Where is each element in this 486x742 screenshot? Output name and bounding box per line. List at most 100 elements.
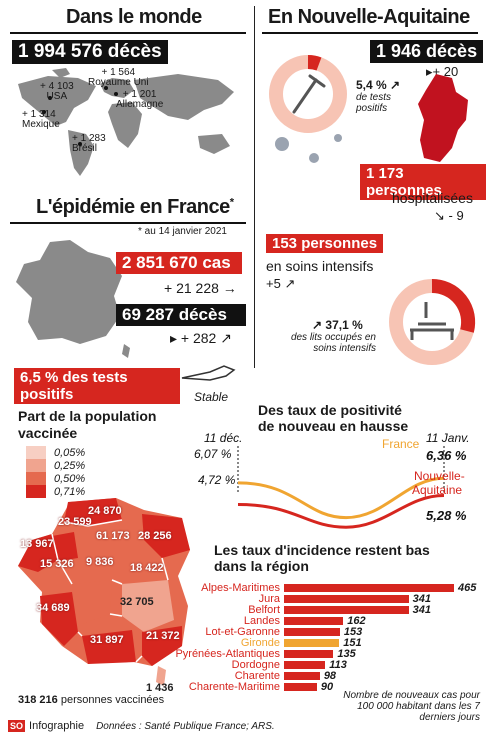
- logo: SO: [8, 720, 26, 732]
- region-value: 28 256: [138, 530, 172, 542]
- france-cases-change: + 21 228 →: [164, 280, 237, 296]
- region-value: 32 705: [120, 596, 154, 608]
- na-icu-change: +5 ↗: [266, 276, 296, 291]
- region-value: 31 897: [90, 634, 124, 646]
- incidence-note: Nombre de nouveaux cas pour 100 000 habi…: [343, 690, 480, 723]
- bar: [284, 595, 409, 603]
- world-label-uk: + 1 564 Royaume Uni: [88, 67, 149, 88]
- bar: [284, 606, 409, 614]
- positivity-chart-title: Des taux de positivité de nouveau en hau…: [258, 402, 409, 434]
- world-label-brazil: + 1 283 Brésil: [72, 133, 106, 154]
- legend-item: 0,50%: [26, 472, 85, 485]
- world-label-germany: + 1 201 Allemagne: [116, 89, 164, 110]
- vaccination-total: 318 216 personnes vaccinées: [18, 694, 165, 706]
- footer-brand: Infographie: [29, 720, 85, 732]
- na-beds-rate: ↗ 37,1 %: [312, 318, 363, 332]
- tube-donut-icon: [269, 55, 347, 133]
- bar: [284, 584, 454, 592]
- bar-label: Gironde: [240, 637, 280, 649]
- divider: [10, 222, 246, 224]
- region-value: 18 422: [130, 562, 164, 574]
- bar-label: Alpes-Maritimes: [201, 582, 280, 594]
- bar-value: 135: [337, 648, 356, 660]
- france-map: [16, 240, 130, 358]
- na-hospitalised: 1 173 personnes: [360, 164, 486, 200]
- divider: [262, 32, 478, 34]
- world-map: [18, 68, 234, 176]
- bar-value: 151: [343, 637, 362, 649]
- end-value-na: 5,28 %: [426, 508, 467, 523]
- region-value: 15 326: [40, 558, 74, 570]
- world-label-usa: + 4 103 USA: [40, 81, 74, 102]
- bar: [284, 661, 326, 669]
- start-value-france: 6,07 %: [194, 447, 232, 461]
- virus-icon: [275, 134, 342, 163]
- world-label-mexico: + 1 314 Mexique: [22, 109, 60, 130]
- bar: [284, 639, 340, 647]
- footer-source: Données : Santé Publique France; ARS.: [96, 720, 275, 732]
- region-value: 24 870: [88, 505, 122, 517]
- bar: [284, 617, 344, 625]
- bar-value: 113: [329, 659, 347, 671]
- bar-label: Lot-et-Garonne: [205, 626, 280, 638]
- vaccination-map: [18, 498, 190, 686]
- france-title: L'épidémie en France*: [36, 196, 234, 218]
- france-deaths: 69 287 décès: [116, 304, 246, 326]
- bar-value: 162: [347, 615, 366, 627]
- na-icu-label: en soins intensifs: [266, 258, 374, 274]
- france-deaths-change: ▸ + 282 ↗: [170, 330, 232, 346]
- nouvelle-aquitaine-map: [418, 74, 468, 162]
- region-value: 21 372: [146, 630, 180, 642]
- france-date-note: * au 14 janvier 2021: [138, 226, 227, 237]
- region-value: 23 599: [58, 516, 92, 528]
- region-value: 61 173: [96, 530, 130, 542]
- bar-value: 153: [343, 626, 363, 638]
- bar-label: Belfort: [248, 604, 280, 616]
- legend-item: 0,05%: [26, 446, 85, 459]
- world-deaths: 1 994 576 décès: [12, 40, 168, 64]
- line-nouvelle-aquitaine: [237, 494, 445, 529]
- bar-label: Dordogne: [231, 659, 280, 671]
- incidence-chart: Alpes-Maritimes 465 Jura 341 Belfort 341 Lande…: [170, 582, 480, 714]
- legend-item: 0,71%: [26, 485, 85, 498]
- bar-value: 90: [320, 681, 334, 693]
- vaccination-legend: 0,05% 0,25% 0,50% 0,71%: [26, 446, 85, 498]
- bar-label: Jura: [258, 593, 280, 605]
- world-title: Dans le monde: [66, 6, 202, 28]
- region-value: 13 967: [20, 538, 54, 550]
- na-icu: 153 personnes: [266, 234, 384, 253]
- bar: [284, 628, 340, 636]
- divider: [10, 32, 246, 34]
- region-value: 9 836: [86, 556, 114, 568]
- bar-value: 341: [412, 604, 432, 616]
- line-france: [237, 476, 445, 520]
- france-positive-status: Stable: [194, 390, 229, 404]
- france-cases: 2 851 670 cas: [116, 252, 242, 274]
- bar: [284, 672, 320, 680]
- series-label-na-2: Aquitaine: [412, 483, 462, 497]
- bed-donut-icon: [389, 278, 476, 365]
- bar-label: Charente: [234, 670, 280, 682]
- bar-value: 98: [323, 670, 337, 682]
- na-positive-rate: 5,4 % ↗: [356, 78, 401, 92]
- bar-label: Pyrénées-Atlantiques: [175, 648, 280, 660]
- vaccination-title: Part de la population vaccinée: [18, 408, 157, 441]
- x-start-label: 11 déc.: [204, 432, 242, 445]
- bar: [284, 650, 334, 658]
- bar-value: 465: [458, 582, 477, 594]
- na-hospitalised-label: hospitalisées: [392, 190, 473, 206]
- bar-label: Landes: [243, 615, 280, 627]
- footer: SO Infographie Données : Santé Publique …: [8, 720, 275, 732]
- bar-value: 341: [412, 593, 432, 605]
- incidence-chart-title: Les taux d'incidence restent bas dans la…: [214, 542, 430, 574]
- legend-item: 0,25%: [26, 459, 85, 472]
- region-value: 34 689: [36, 602, 70, 614]
- na-title: En Nouvelle-Aquitaine: [268, 6, 470, 28]
- na-hospitalised-change: ↘ - 9: [434, 208, 464, 223]
- pointing-hand-icon: [181, 365, 236, 381]
- na-positive-label: de tests positifs: [356, 92, 392, 114]
- positivity-chart: 11 déc. 11 Janv. France 6,07 % 6,36 % 4,…: [194, 432, 470, 529]
- na-beds-label: des lits occupés en soins intensifs: [290, 332, 376, 354]
- series-label-france: France: [382, 437, 420, 451]
- bar-label: Charente-Maritime: [188, 681, 280, 693]
